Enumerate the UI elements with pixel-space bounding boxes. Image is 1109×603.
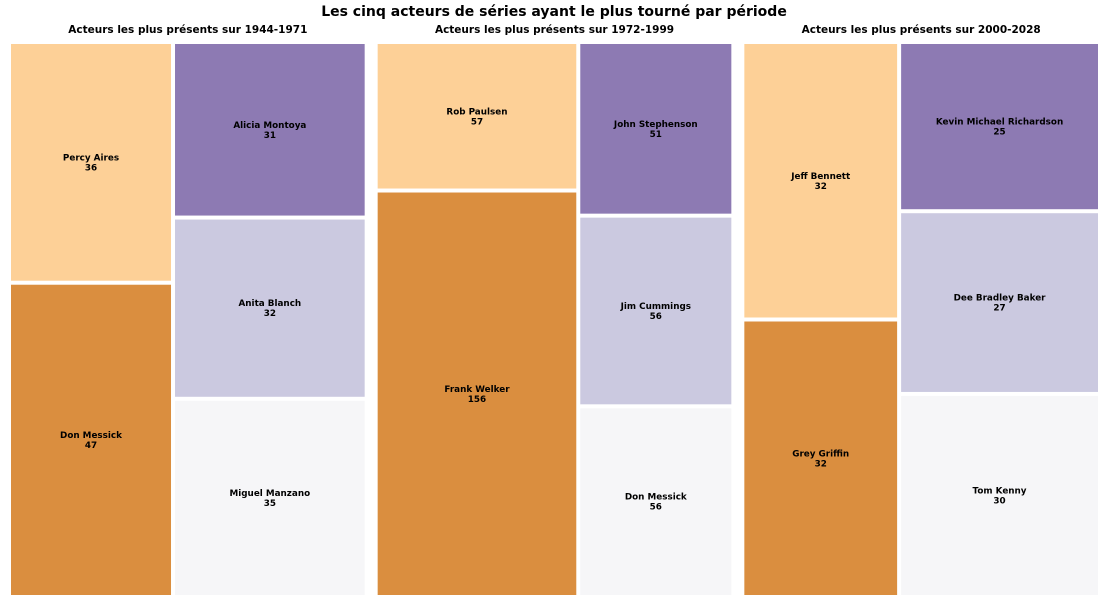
chart-title: Les cinq acteurs de séries ayant le plus… [321, 4, 787, 20]
tile-value: 32 [815, 182, 827, 192]
treemap-tile [580, 408, 732, 595]
treemap-tile [901, 395, 1098, 595]
tile-label: Alicia Montoya [233, 121, 306, 131]
tile-value: 30 [993, 496, 1005, 506]
tile-label: Miguel Manzano [229, 489, 310, 499]
tile-value: 57 [471, 117, 483, 127]
tile-label: Tom Kenny [973, 486, 1027, 496]
tile-label: Grey Griffin [792, 449, 849, 459]
tile-label: Rob Paulsen [446, 107, 507, 117]
treemap-panel: Acteurs les plus présents sur 1944-1971 P… [11, 24, 365, 595]
panel-title: Acteurs les plus présents sur 1972-1999 [435, 24, 674, 36]
treemap-tile [901, 44, 1098, 210]
treemap-tile [11, 44, 172, 281]
tile-value: 156 [468, 395, 486, 405]
tile-value: 27 [993, 304, 1005, 314]
tile-value: 32 [264, 309, 276, 319]
treemap-tile [580, 44, 732, 214]
tile-value: 36 [85, 163, 97, 173]
tile-value: 25 [993, 128, 1005, 138]
treemap-tile [11, 284, 172, 595]
tile-value: 47 [85, 441, 97, 451]
tile-value: 35 [264, 499, 276, 509]
treemap-tile [175, 400, 365, 595]
panel-title: Acteurs les plus présents sur 1944-1971 [68, 24, 307, 36]
treemap-tile [580, 217, 732, 405]
tile-label: Dee Bradley Baker [954, 294, 1047, 304]
treemap-tile [175, 219, 365, 397]
tile-value: 51 [650, 130, 662, 140]
treemap-tile [744, 321, 898, 595]
treemap-panel: Acteurs les plus présents sur 2000-2028 J… [744, 24, 1098, 595]
tile-label: Jeff Bennett [790, 172, 850, 182]
tile-value: 32 [815, 459, 827, 469]
tile-label: John Stephenson [613, 120, 698, 130]
tile-label: Anita Blanch [238, 299, 301, 309]
treemap-tile [377, 44, 577, 189]
tile-label: Kevin Michael Richardson [936, 118, 1063, 128]
tile-label: Percy Aires [63, 153, 119, 163]
tile-label: Frank Welker [444, 385, 510, 395]
tile-value: 56 [650, 503, 662, 513]
treemap-panels: Acteurs les plus présents sur 1944-1971 P… [11, 24, 1098, 596]
treemap-panel: Acteurs les plus présents sur 1972-1999 R… [377, 24, 732, 596]
treemap-tile [377, 192, 577, 596]
tile-label: Don Messick [60, 431, 123, 441]
treemap-tile [901, 213, 1098, 392]
tile-label: Don Messick [625, 493, 688, 503]
treemap-tile [175, 44, 365, 216]
tile-value: 56 [650, 312, 662, 322]
tile-value: 31 [264, 131, 276, 141]
tile-label: Jim Cummings [620, 302, 691, 312]
treemap-tile [744, 44, 898, 318]
panel-title: Acteurs les plus présents sur 2000-2028 [802, 24, 1041, 36]
